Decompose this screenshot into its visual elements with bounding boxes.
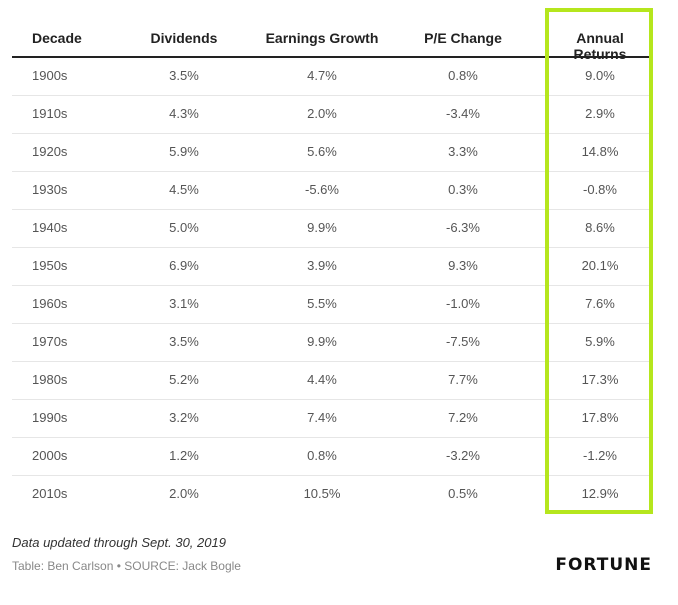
- cell-annual-returns: -1.2%: [583, 448, 617, 463]
- header-pe-change: P/E Change: [424, 30, 502, 46]
- cell-pe-change: -3.4%: [446, 106, 480, 121]
- cell-decade: 1920s: [32, 144, 68, 159]
- cell-pe-change: -3.2%: [446, 448, 480, 463]
- header-earnings-growth: Earnings Growth: [265, 30, 379, 46]
- cell-pe-change: -6.3%: [446, 220, 480, 235]
- table-row: 1950s 6.9% 3.9% 9.3% 20.1%: [12, 248, 652, 286]
- cell-annual-returns: 8.6%: [585, 220, 615, 235]
- cell-decade: 2010s: [32, 486, 68, 501]
- table-row: 1960s 3.1% 5.5% -1.0% 7.6%: [12, 286, 652, 324]
- table-row: 1980s 5.2% 4.4% 7.7% 17.3%: [12, 362, 652, 400]
- fortune-logo: FORTUNE: [555, 555, 652, 575]
- cell-earnings-growth: 5.6%: [307, 144, 337, 159]
- cell-pe-change: -7.5%: [446, 334, 480, 349]
- cell-earnings-growth: 4.4%: [307, 372, 337, 387]
- cell-annual-returns: 7.6%: [585, 296, 615, 311]
- cell-earnings-growth: 4.7%: [307, 68, 337, 83]
- cell-decade: 1930s: [32, 182, 68, 197]
- cell-decade: 1900s: [32, 68, 68, 83]
- cell-pe-change: 7.2%: [448, 410, 478, 425]
- cell-earnings-growth: 3.9%: [307, 258, 337, 273]
- cell-decade: 1960s: [32, 296, 68, 311]
- cell-earnings-growth: -5.6%: [305, 182, 339, 197]
- table-body: 1900s 3.5% 4.7% 0.8% 9.0% 1910s 4.3% 2.0% -3.4% 2…: [12, 58, 652, 513]
- cell-dividends: 5.9%: [169, 144, 199, 159]
- cell-annual-returns: 14.8%: [581, 144, 619, 159]
- cell-earnings-growth: 0.8%: [307, 448, 337, 463]
- cell-dividends: 1.2%: [169, 448, 199, 463]
- cell-earnings-growth: 9.9%: [307, 334, 337, 349]
- table-row: 1910s 4.3% 2.0% -3.4% 2.9%: [12, 96, 652, 134]
- table-header: Decade Dividends Earnings Growth P/E Cha…: [12, 20, 652, 62]
- cell-dividends: 5.2%: [169, 372, 199, 387]
- source-credit: Table: Ben Carlson • SOURCE: Jack Bogle: [12, 559, 241, 573]
- cell-annual-returns: 2.9%: [585, 106, 615, 121]
- cell-dividends: 4.5%: [169, 182, 199, 197]
- cell-decade: 1980s: [32, 372, 68, 387]
- cell-earnings-growth: 2.0%: [307, 106, 337, 121]
- cell-pe-change: 7.7%: [448, 372, 478, 387]
- cell-annual-returns: 17.3%: [581, 372, 619, 387]
- cell-annual-returns: 20.1%: [581, 258, 619, 273]
- header-dividends: Dividends: [150, 30, 218, 46]
- cell-dividends: 3.2%: [169, 410, 199, 425]
- cell-pe-change: -1.0%: [446, 296, 480, 311]
- cell-earnings-growth: 9.9%: [307, 220, 337, 235]
- table-row: 1970s 3.5% 9.9% -7.5% 5.9%: [12, 324, 652, 362]
- cell-decade: 1990s: [32, 410, 68, 425]
- header-annual-returns: Annual Returns: [573, 30, 627, 62]
- cell-dividends: 2.0%: [169, 486, 199, 501]
- table-row: 1930s 4.5% -5.6% 0.3% -0.8%: [12, 172, 652, 210]
- cell-dividends: 4.3%: [169, 106, 199, 121]
- cell-decade: 1910s: [32, 106, 68, 121]
- cell-dividends: 3.1%: [169, 296, 199, 311]
- cell-dividends: 6.9%: [169, 258, 199, 273]
- cell-pe-change: 3.3%: [448, 144, 478, 159]
- cell-decade: 1940s: [32, 220, 68, 235]
- table-row: 1900s 3.5% 4.7% 0.8% 9.0%: [12, 58, 652, 96]
- cell-earnings-growth: 7.4%: [307, 410, 337, 425]
- table-row: 2010s 2.0% 10.5% 0.5% 12.9%: [12, 476, 652, 513]
- cell-pe-change: 0.3%: [448, 182, 478, 197]
- cell-pe-change: 0.5%: [448, 486, 478, 501]
- data-note: Data updated through Sept. 30, 2019: [12, 535, 226, 550]
- cell-dividends: 5.0%: [169, 220, 199, 235]
- cell-annual-returns: 5.9%: [585, 334, 615, 349]
- table-row: 2000s 1.2% 0.8% -3.2% -1.2%: [12, 438, 652, 476]
- table-row: 1940s 5.0% 9.9% -6.3% 8.6%: [12, 210, 652, 248]
- cell-earnings-growth: 5.5%: [307, 296, 337, 311]
- returns-table: Decade Dividends Earnings Growth P/E Cha…: [12, 20, 652, 513]
- header-decade: Decade: [32, 30, 82, 46]
- cell-pe-change: 0.8%: [448, 68, 478, 83]
- cell-annual-returns: 9.0%: [585, 68, 615, 83]
- cell-dividends: 3.5%: [169, 68, 199, 83]
- cell-annual-returns: 17.8%: [581, 410, 619, 425]
- cell-decade: 1970s: [32, 334, 68, 349]
- table-row: 1920s 5.9% 5.6% 3.3% 14.8%: [12, 134, 652, 172]
- cell-decade: 1950s: [32, 258, 68, 273]
- cell-decade: 2000s: [32, 448, 68, 463]
- cell-annual-returns: -0.8%: [583, 182, 617, 197]
- cell-earnings-growth: 10.5%: [303, 486, 341, 501]
- cell-dividends: 3.5%: [169, 334, 199, 349]
- cell-annual-returns: 12.9%: [581, 486, 619, 501]
- table-row: 1990s 3.2% 7.4% 7.2% 17.8%: [12, 400, 652, 438]
- cell-pe-change: 9.3%: [448, 258, 478, 273]
